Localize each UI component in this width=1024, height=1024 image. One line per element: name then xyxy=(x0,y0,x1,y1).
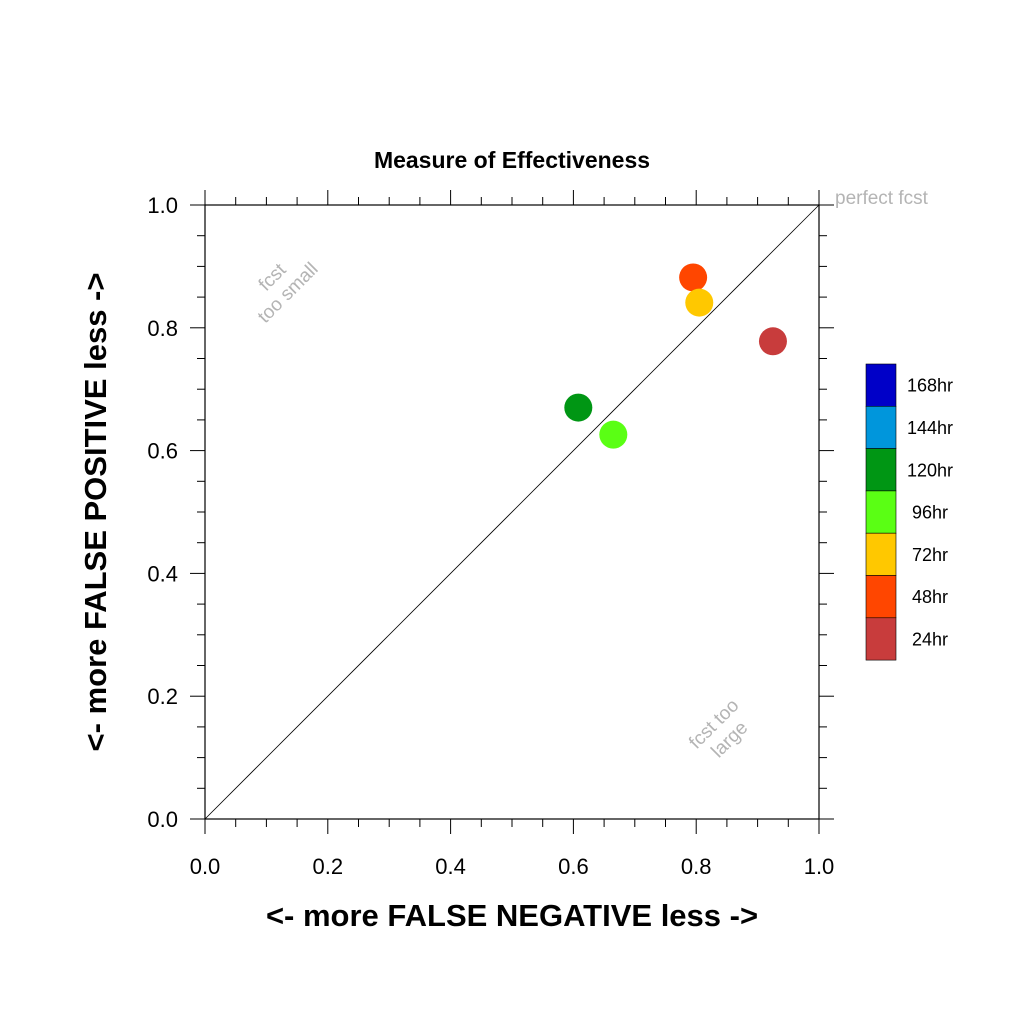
x-tick-labels: 0.0 0.2 0.4 0.6 0.8 1.0 xyxy=(190,854,835,879)
legend-swatch-168hr xyxy=(865,363,897,407)
x-tick-label: 0.4 xyxy=(435,854,466,879)
legend-label-120hr: 120hr xyxy=(907,460,953,480)
legend-label-168hr: 168hr xyxy=(907,376,953,396)
data-points xyxy=(564,263,787,449)
legend-swatch-96hr xyxy=(865,490,897,534)
point-24hr xyxy=(758,327,787,356)
legend-label-96hr: 96hr xyxy=(912,503,948,523)
chart-title: Measure of Effectiveness xyxy=(374,147,650,173)
y-tick-label: 0.6 xyxy=(147,439,178,464)
perfect-forecast-line xyxy=(204,204,820,820)
y-tick-label: 1.0 xyxy=(147,193,178,218)
legend-label-24hr: 24hr xyxy=(912,629,948,649)
y-tick-labels: 0.0 0.2 0.4 0.6 0.8 1.0 xyxy=(147,193,178,832)
legend-label-72hr: 72hr xyxy=(912,545,948,565)
legend-label-144hr: 144hr xyxy=(907,418,953,438)
annotation-too-large: fcst too large xyxy=(685,695,752,762)
point-48hr xyxy=(679,263,708,292)
point-120hr xyxy=(564,393,593,422)
legend-swatch-48hr xyxy=(865,575,897,619)
annotation-too-small: fcst too small xyxy=(254,259,323,328)
y-axis-title: <- more FALSE POSITIVE less -> xyxy=(78,273,113,752)
annotation-perfect-forecast: perfect fcst xyxy=(835,188,929,209)
point-96hr xyxy=(599,420,628,449)
axis-ticks xyxy=(190,190,834,834)
y-tick-label: 0.0 xyxy=(147,807,178,832)
plot-frame xyxy=(204,204,820,820)
x-tick-label: 0.6 xyxy=(558,854,589,879)
x-tick-label: 1.0 xyxy=(804,854,835,879)
x-tick-label: 0.8 xyxy=(681,854,712,879)
y-tick-label: 0.4 xyxy=(147,561,178,586)
legend-swatch-144hr xyxy=(865,405,897,449)
point-72hr xyxy=(685,288,714,317)
x-tick-label: 0.2 xyxy=(313,854,344,879)
legend-swatch-24hr xyxy=(865,617,897,661)
y-tick-label: 0.2 xyxy=(147,684,178,709)
legend-swatch-120hr xyxy=(865,448,897,492)
annotation-too-small-line2: too small xyxy=(254,259,323,328)
legend-swatch-72hr xyxy=(865,532,897,576)
x-tick-label: 0.0 xyxy=(190,854,221,879)
y-tick-label: 0.8 xyxy=(147,316,178,341)
x-axis-title: <- more FALSE NEGATIVE less -> xyxy=(266,898,758,933)
legend: 168hr 144hr 120hr 96hr 72hr 48hr 24hr xyxy=(865,363,953,661)
legend-label-48hr: 48hr xyxy=(912,587,948,607)
